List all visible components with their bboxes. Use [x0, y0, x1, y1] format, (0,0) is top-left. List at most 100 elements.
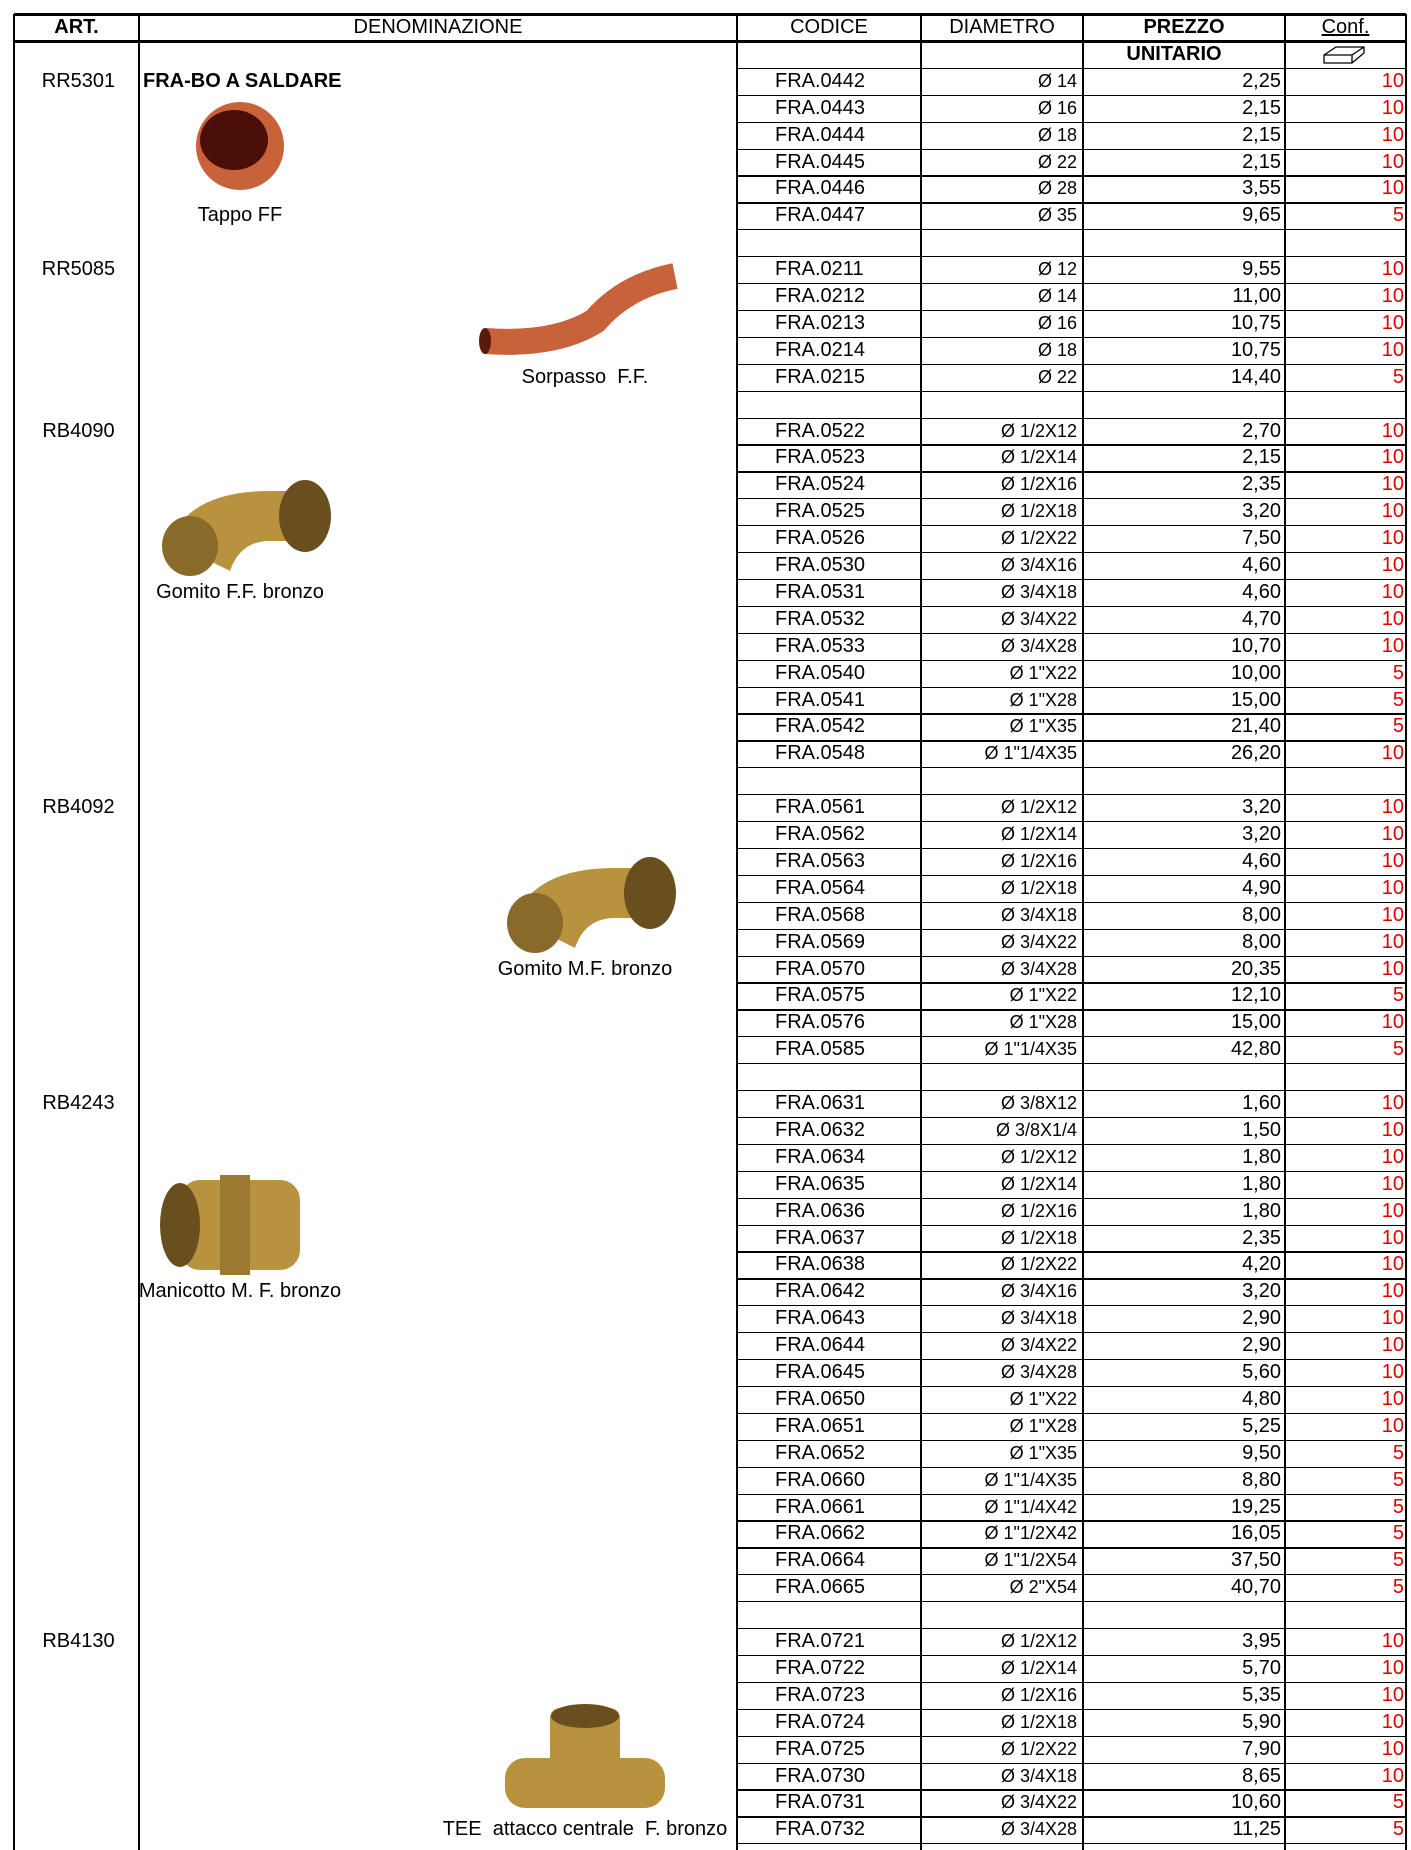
item-diameter: Ø 3/4X16: [1000, 1281, 1077, 1302]
product-image: [196, 102, 284, 191]
item-pack: 5: [1392, 661, 1404, 684]
item-pack: 10: [1381, 930, 1404, 953]
item-diameter: Ø 3/4X18: [1000, 1308, 1077, 1329]
rule: [737, 471, 1406, 473]
item-pack: 5: [1392, 1549, 1404, 1572]
item-diameter: Ø 1/2X14: [1000, 824, 1077, 844]
rule: [737, 1439, 1406, 1441]
item-pack: 5: [1392, 1818, 1404, 1841]
art-code: RB4130: [42, 1630, 115, 1652]
item-price: 10,75: [1230, 338, 1281, 361]
item-diameter: Ø 3/4X28: [1000, 635, 1077, 656]
item-code: FRA.0526: [775, 527, 866, 550]
item-diameter: Ø 1/2X16: [1000, 1200, 1077, 1221]
item-pack: 10: [1381, 473, 1404, 496]
item-diameter: Ø 1/2X22: [1000, 1254, 1077, 1275]
item-price: 2,15: [1242, 150, 1281, 173]
item-pack: 5: [1392, 1791, 1404, 1814]
item-code: FRA.0562: [775, 823, 866, 845]
item-diameter: Ø 3/4X22: [1000, 1335, 1077, 1356]
item-price: 26,20: [1230, 742, 1281, 765]
item-diameter: Ø 1"X28: [1009, 689, 1077, 710]
item-code: FRA.0576: [775, 1011, 866, 1034]
item-price: 3,20: [1242, 796, 1281, 819]
item-price: 1,80: [1242, 1199, 1281, 1222]
item-diameter: Ø 1/2X16: [1000, 474, 1077, 495]
item-code: FRA.0635: [775, 1172, 866, 1195]
subheader: UNITARIO: [1126, 42, 1222, 65]
item-code: FRA.0638: [775, 1253, 866, 1276]
rule: [737, 1789, 1406, 1791]
item-code: FRA.0632: [775, 1118, 866, 1141]
image-caption: TEE attacco centrale F. bronzo: [442, 1818, 728, 1841]
header-cell: PREZZO: [1143, 16, 1225, 38]
rule: [737, 283, 1406, 285]
item-price: 4,70: [1242, 607, 1281, 630]
rule: [737, 955, 1406, 957]
item-pack: 10: [1381, 1656, 1404, 1679]
item-code: FRA.0212: [775, 285, 866, 307]
item-diameter: Ø 35: [1037, 205, 1077, 226]
item-code: FRA.0541: [775, 688, 866, 711]
item-code: FRA.0522: [775, 419, 866, 442]
item-diameter: Ø 1/2X18: [1000, 877, 1077, 898]
product-image: [162, 479, 331, 576]
rule: [1082, 14, 1084, 1850]
item-code: FRA.0721: [775, 1630, 866, 1652]
item-diameter: Ø 1"X28: [1009, 1415, 1077, 1436]
rule: [737, 1493, 1406, 1495]
rule: [737, 1843, 1406, 1845]
item-code: FRA.0637: [775, 1226, 866, 1249]
item-price: 5,35: [1242, 1683, 1281, 1706]
item-diameter: Ø 1"1/4X35: [984, 743, 1077, 764]
item-diameter: Ø 1/2X14: [1000, 1657, 1077, 1678]
item-code: FRA.0568: [775, 903, 866, 926]
rule: [737, 1036, 1406, 1038]
item-price: 10,00: [1230, 661, 1281, 684]
image-caption: Gomito F.F. bronzo: [156, 580, 324, 603]
rule: [737, 767, 1406, 769]
item-pack: 5: [1392, 1576, 1404, 1599]
rule: [737, 363, 1406, 365]
item-price: 4,60: [1242, 849, 1281, 872]
item-pack: 10: [1381, 903, 1404, 926]
rule: [737, 444, 1406, 446]
item-diameter: Ø 3/8X1/4: [995, 1119, 1077, 1140]
rule: [737, 417, 1406, 419]
item-pack: 10: [1381, 1011, 1404, 1034]
item-pack: 10: [1381, 1764, 1404, 1787]
item-code: FRA.0548: [775, 742, 866, 765]
item-price: 2,70: [1242, 419, 1281, 442]
item-price: 5,60: [1242, 1361, 1281, 1383]
item-diameter: Ø 1/2X18: [1000, 1227, 1077, 1248]
item-price: 2,15: [1242, 446, 1281, 469]
rule: [737, 686, 1406, 688]
rule: [737, 1090, 1406, 1092]
rule: [737, 605, 1406, 608]
item-code: FRA.0722: [775, 1656, 866, 1679]
item-pack: 10: [1381, 742, 1404, 765]
item-diameter: Ø 1"1/2X42: [984, 1523, 1077, 1544]
item-pack: 5: [1392, 1038, 1404, 1061]
item-code: FRA.0652: [775, 1441, 866, 1464]
item-diameter: Ø 3/4X22: [1000, 608, 1077, 629]
image-caption: Gomito M.F. bronzo: [497, 957, 673, 980]
item-pack: 10: [1381, 580, 1404, 603]
item-diameter: Ø 3/4X18: [1000, 904, 1077, 925]
item-pack: 10: [1381, 1199, 1404, 1222]
item-price: 8,80: [1242, 1468, 1281, 1491]
item-price: 10,75: [1230, 311, 1281, 334]
item-pack: 10: [1381, 1280, 1404, 1303]
item-pack: 5: [1392, 688, 1404, 711]
art-code: RB4092: [42, 796, 115, 819]
item-pack: 10: [1381, 1226, 1404, 1249]
item-price: 2,25: [1242, 69, 1281, 92]
item-price: 4,90: [1242, 876, 1281, 899]
rule: [737, 498, 1406, 500]
item-diameter: Ø 3/4X18: [1000, 581, 1077, 602]
rule: [737, 175, 1406, 177]
item-code: FRA.0643: [775, 1307, 866, 1330]
rule: [737, 1385, 1406, 1388]
item-diameter: Ø 22: [1037, 151, 1077, 172]
rule: [737, 202, 1406, 204]
